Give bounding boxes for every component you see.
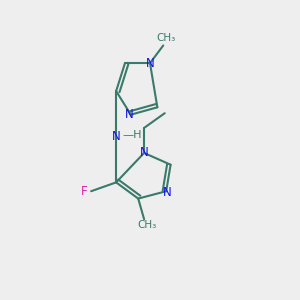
- Text: CH₃: CH₃: [157, 33, 176, 43]
- Text: CH₃: CH₃: [137, 220, 157, 230]
- Text: N: N: [140, 146, 148, 159]
- Text: N: N: [146, 57, 154, 70]
- Text: F: F: [80, 185, 87, 198]
- Text: N: N: [163, 186, 172, 199]
- Text: N: N: [125, 108, 134, 121]
- Text: N: N: [112, 130, 121, 143]
- Text: —H: —H: [123, 130, 142, 140]
